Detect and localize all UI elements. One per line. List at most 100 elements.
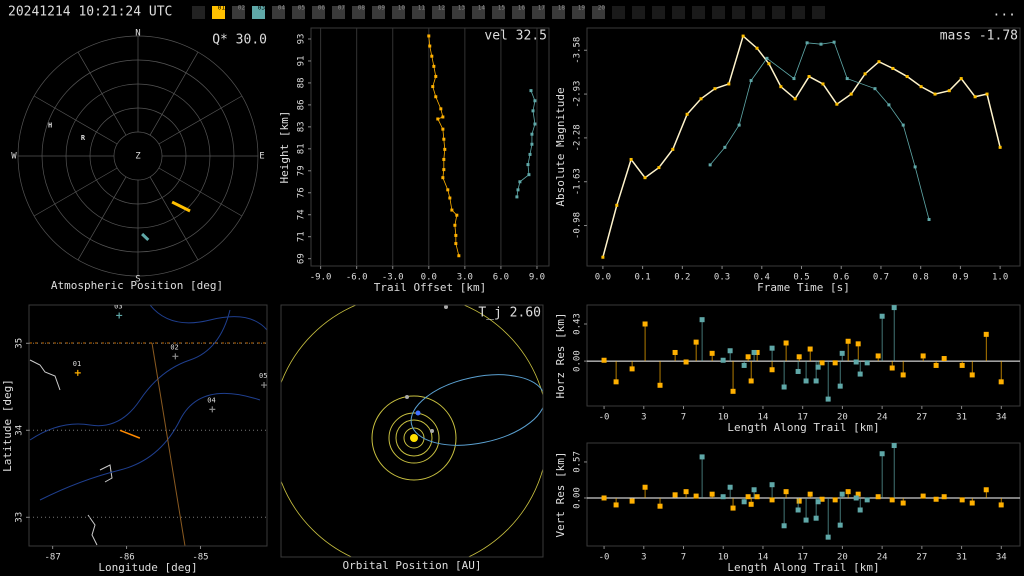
y-tick-label: 81	[297, 143, 307, 154]
stem-marker	[941, 494, 947, 500]
station-box[interactable]	[432, 6, 445, 19]
station-box[interactable]	[592, 6, 605, 19]
station-box-empty	[192, 6, 205, 19]
data-point	[442, 137, 446, 141]
spoke	[33, 95, 118, 145]
data-point	[529, 89, 533, 93]
station-box[interactable]	[572, 6, 585, 19]
station-box[interactable]	[232, 6, 245, 19]
stem-marker	[825, 396, 831, 402]
stem-marker	[629, 498, 635, 504]
stem-marker	[720, 357, 726, 363]
stem-marker	[819, 496, 825, 502]
station-box[interactable]	[352, 6, 365, 19]
station-box-empty	[752, 6, 765, 19]
data-point	[913, 165, 917, 169]
station-box[interactable]	[472, 6, 485, 19]
stem-marker	[855, 341, 861, 347]
stem-marker	[709, 491, 715, 497]
x-tick-label: -85	[192, 553, 208, 563]
stem-marker	[672, 349, 678, 355]
stem-marker	[781, 523, 787, 529]
station-label: 08	[358, 5, 366, 12]
x-tick-label: 7	[681, 413, 686, 423]
data-point	[629, 157, 633, 161]
station-box[interactable]	[452, 6, 465, 19]
data-point	[741, 34, 745, 38]
stem-marker	[613, 502, 619, 508]
station-label: 14	[478, 5, 486, 12]
trail	[171, 200, 191, 213]
station-box[interactable]	[332, 6, 345, 19]
stem-marker	[900, 372, 906, 378]
x-tick-label: 14	[758, 413, 769, 423]
stem-marker	[889, 497, 895, 503]
data-point	[454, 242, 458, 246]
x-tick-label: -3.0	[382, 273, 404, 283]
spoke	[149, 51, 199, 136]
series-line	[709, 41, 930, 220]
x-tick-label: 10	[718, 413, 729, 423]
x-tick-label: 27	[916, 553, 927, 563]
station-box[interactable]	[492, 6, 505, 19]
station-box[interactable]	[512, 6, 525, 19]
station-box[interactable]	[252, 6, 265, 19]
station-label: 02	[238, 5, 246, 12]
y-tick-label: 34	[15, 425, 25, 436]
y-tick-label: 0.00	[573, 350, 583, 372]
data-point	[699, 97, 703, 101]
y-tick-label: 93	[297, 34, 307, 45]
station-label: 16	[518, 5, 526, 12]
station-box[interactable]	[372, 6, 385, 19]
data-point	[533, 99, 537, 103]
stem-marker	[642, 484, 648, 490]
data-point	[933, 92, 937, 96]
direction-label: N	[135, 29, 140, 39]
station-label: 11	[418, 5, 426, 12]
stem-marker	[769, 367, 775, 373]
station-label: 04	[278, 5, 286, 12]
station-label: 20	[598, 5, 606, 12]
x-tick-label: 34	[996, 413, 1007, 423]
stem-marker	[815, 364, 821, 370]
station-box-empty	[792, 6, 805, 19]
stem-marker	[941, 356, 947, 362]
station-box[interactable]	[532, 6, 545, 19]
x-tick-label: 17	[797, 553, 808, 563]
stem-marker	[769, 497, 775, 503]
station-box[interactable]	[552, 6, 565, 19]
x-tick-label: 27	[916, 413, 927, 423]
annotation: Q* 30.0	[212, 33, 267, 48]
menu-button[interactable]: ...	[993, 5, 1016, 20]
data-point	[767, 62, 771, 66]
y-tick-label: 74	[297, 209, 307, 220]
y-tick-label: 91	[297, 56, 307, 67]
stem-marker	[693, 339, 699, 345]
stem-marker	[813, 378, 819, 384]
station-box[interactable]	[212, 6, 225, 19]
stem-marker	[857, 507, 863, 513]
orbit-diagram	[281, 305, 543, 557]
x-tick-label: 6.0	[493, 273, 509, 283]
data-point	[708, 163, 712, 167]
stem-marker	[825, 534, 831, 540]
x-tick-label: -9.0	[310, 273, 332, 283]
station-box[interactable]	[412, 6, 425, 19]
annotation: vel 32.5	[484, 29, 547, 44]
station-box[interactable]	[272, 6, 285, 19]
station-box[interactable]	[292, 6, 305, 19]
stem-marker	[748, 501, 754, 507]
x-tick-label: 0.1	[634, 273, 650, 283]
data-point	[443, 147, 447, 151]
stem-marker	[839, 491, 845, 497]
y-tick-label: 0.57	[573, 451, 583, 473]
annotation: mass -1.78	[940, 29, 1018, 44]
chart-title: Orbital Position [AU]	[342, 559, 481, 572]
station-box[interactable]	[312, 6, 325, 19]
data-point	[755, 46, 759, 50]
stem-marker	[769, 482, 775, 488]
station-box[interactable]	[392, 6, 405, 19]
y-tick-label: -2.93	[573, 81, 583, 108]
stem-marker	[998, 379, 1004, 385]
map-decor	[29, 305, 267, 546]
